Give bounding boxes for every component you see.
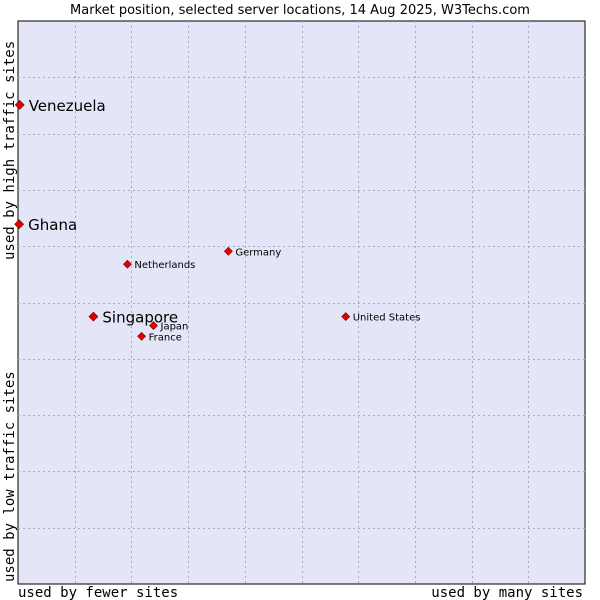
- point-france: [137, 331, 147, 341]
- point-singapore: [88, 311, 99, 322]
- point-label-france: France: [149, 332, 182, 343]
- y-axis-label-high: used by high traffic sites: [2, 41, 18, 260]
- point-label-venezuela: Venezuela: [29, 97, 106, 115]
- point-label-united-states: United States: [353, 313, 421, 324]
- point-label-netherlands: Netherlands: [134, 260, 195, 271]
- point-label-germany: Germany: [235, 247, 281, 258]
- point-label-ghana: Ghana: [28, 216, 77, 234]
- point-japan: [149, 321, 158, 331]
- point-label-singapore: Singapore: [102, 309, 178, 327]
- point-ghana: [14, 219, 25, 230]
- data-points: Venezuela Ghana Germany Netherlands Singapor…: [14, 97, 421, 343]
- x-axis-label-high: used by many sites: [431, 585, 583, 600]
- x-axis-label-low: used by fewer sites: [18, 585, 178, 600]
- y-axis-label-low: used by low traffic sites: [2, 371, 18, 582]
- chart-title: Market position, selected server locatio…: [70, 3, 530, 18]
- point-germany: [223, 246, 233, 256]
- grid-lines: [18, 21, 585, 584]
- point-venezuela: [14, 99, 25, 110]
- point-label-japan: Japan: [160, 322, 189, 333]
- point-united-states: [341, 312, 351, 321]
- point-netherlands: [123, 259, 132, 269]
- plot-area: [17, 20, 586, 585]
